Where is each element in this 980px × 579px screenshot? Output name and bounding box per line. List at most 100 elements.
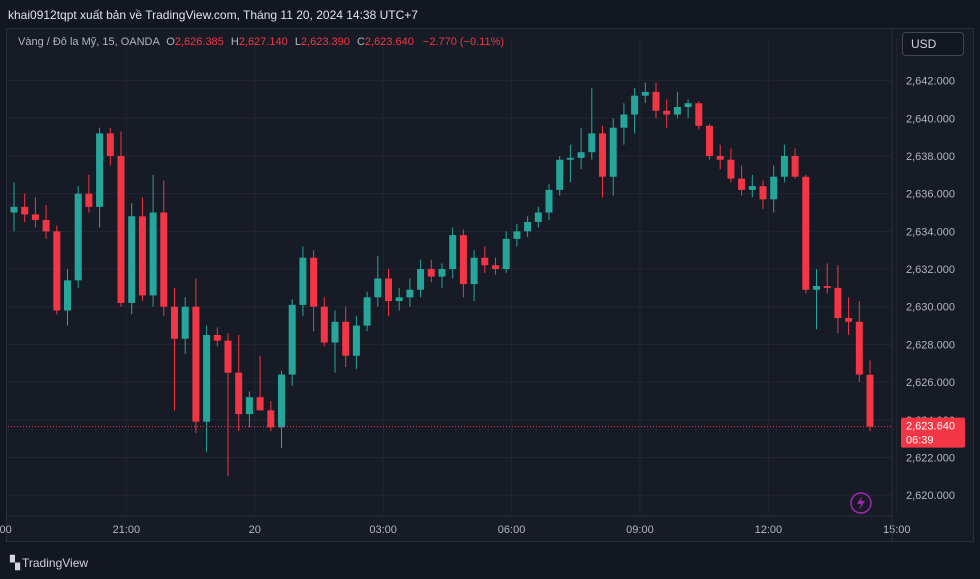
candle-body[interactable] <box>663 110 671 115</box>
candle-body[interactable] <box>534 212 542 222</box>
change-value: −2.770 (−0.11%) <box>422 36 505 48</box>
candle-body[interactable] <box>684 103 692 107</box>
candle-body[interactable] <box>106 133 114 156</box>
y-tick-label: 2,626.000 <box>906 377 955 389</box>
candle-body[interactable] <box>470 257 478 285</box>
candle-body[interactable] <box>245 397 253 415</box>
symbol-title[interactable]: Vàng / Đô la Mỹ, 15, OANDA <box>18 36 160 48</box>
currency-button[interactable]: USD <box>902 32 964 56</box>
high-label: H <box>230 36 239 48</box>
candle-body[interactable] <box>395 297 403 302</box>
candle-body[interactable] <box>620 114 628 128</box>
candle-body[interactable] <box>673 106 681 115</box>
candle-body[interactable] <box>213 334 221 341</box>
candle-body[interactable] <box>566 157 574 160</box>
candle-body[interactable] <box>224 340 232 373</box>
candle-body[interactable] <box>545 189 553 213</box>
candle-body[interactable] <box>502 238 510 270</box>
candle-body[interactable] <box>64 280 71 311</box>
candle-body[interactable] <box>138 216 146 296</box>
candle-body[interactable] <box>235 372 243 415</box>
candle-body[interactable] <box>42 220 50 232</box>
candle-body[interactable] <box>320 306 328 343</box>
candle-body[interactable] <box>577 152 585 158</box>
candle-body[interactable] <box>492 265 499 270</box>
y-tick-label: 2,630.000 <box>906 302 955 314</box>
candle-body[interactable] <box>716 155 724 160</box>
candle-body[interactable] <box>331 321 339 343</box>
candle-body[interactable] <box>203 334 211 422</box>
candle-body[interactable] <box>524 221 532 232</box>
publish-header: khai0912tqpt xuất bản về TradingView.com… <box>0 0 980 30</box>
candle-body[interactable] <box>181 306 189 339</box>
candle-body[interactable] <box>813 286 820 290</box>
candle-body[interactable] <box>459 235 467 285</box>
candle-body[interactable] <box>160 212 168 307</box>
candle-body[interactable] <box>513 231 521 239</box>
candle-body[interactable] <box>588 133 596 153</box>
y-tick-label: 2,620.000 <box>906 490 955 502</box>
candle-body[interactable] <box>21 206 29 215</box>
candle-body[interactable] <box>631 95 639 115</box>
candle-body[interactable] <box>363 297 371 326</box>
candle-body[interactable] <box>31 214 39 221</box>
y-tick-label: 2,636.000 <box>906 189 955 201</box>
candle-body[interactable] <box>759 186 767 200</box>
tradingview-logo-text: TradingView <box>22 556 89 570</box>
candle-body[interactable] <box>481 257 489 266</box>
candle-body[interactable] <box>352 325 360 356</box>
candle-body[interactable] <box>770 176 778 200</box>
candle-body[interactable] <box>385 278 392 302</box>
candle-body[interactable] <box>748 186 756 190</box>
candle-body[interactable] <box>780 155 788 177</box>
candle-body[interactable] <box>128 216 136 303</box>
candle-body[interactable] <box>74 193 82 281</box>
candle-body[interactable] <box>738 178 746 190</box>
lightning-icon[interactable] <box>850 492 872 514</box>
candle-body[interactable] <box>855 321 863 375</box>
candle-body[interactable] <box>791 155 799 177</box>
candle-body[interactable] <box>652 91 660 111</box>
candle-body[interactable] <box>53 231 61 311</box>
candle-body[interactable] <box>427 269 435 277</box>
candle-body[interactable] <box>278 374 285 428</box>
candle-body[interactable] <box>449 235 457 270</box>
candle-body[interactable] <box>149 212 157 296</box>
candle-body[interactable] <box>417 269 425 290</box>
y-tick-label: 2,638.000 <box>906 151 955 163</box>
candle-body[interactable] <box>802 176 810 290</box>
candle-body[interactable] <box>171 306 178 339</box>
candle-body[interactable] <box>288 304 296 375</box>
candle-body[interactable] <box>866 374 874 427</box>
candle-body[interactable] <box>85 193 93 207</box>
candle-body[interactable] <box>342 321 350 356</box>
candle-body[interactable] <box>556 159 564 190</box>
candle-body[interactable] <box>695 103 703 126</box>
candle-body[interactable] <box>96 133 104 207</box>
tradingview-logo[interactable]: ▚ TradingView <box>10 555 88 571</box>
candle-body[interactable] <box>299 257 307 305</box>
candle-body[interactable] <box>374 278 382 298</box>
candle-body[interactable] <box>406 289 414 298</box>
candle-body[interactable] <box>845 318 853 322</box>
bar-countdown: 06:39 <box>906 435 934 447</box>
candle-body[interactable] <box>438 269 446 277</box>
candle-body[interactable] <box>706 125 713 156</box>
x-tick-label: 15:00 <box>883 524 911 536</box>
chart-panel[interactable] <box>6 28 974 542</box>
candle-body[interactable] <box>310 257 318 307</box>
candle-body[interactable] <box>117 155 125 303</box>
candle-body[interactable] <box>727 159 735 179</box>
candle-body[interactable] <box>834 287 842 319</box>
y-tick-label: 2,634.000 <box>906 226 955 238</box>
candle-body[interactable] <box>599 133 606 177</box>
candle-body[interactable] <box>641 91 649 96</box>
close-value: 2,623.640 <box>364 36 414 48</box>
candle-body[interactable] <box>609 127 617 177</box>
candle-body[interactable] <box>267 410 275 428</box>
candle-body[interactable] <box>823 286 831 288</box>
candle-body[interactable] <box>192 306 200 422</box>
candle-body[interactable] <box>256 397 264 411</box>
candle-body[interactable] <box>10 206 18 213</box>
